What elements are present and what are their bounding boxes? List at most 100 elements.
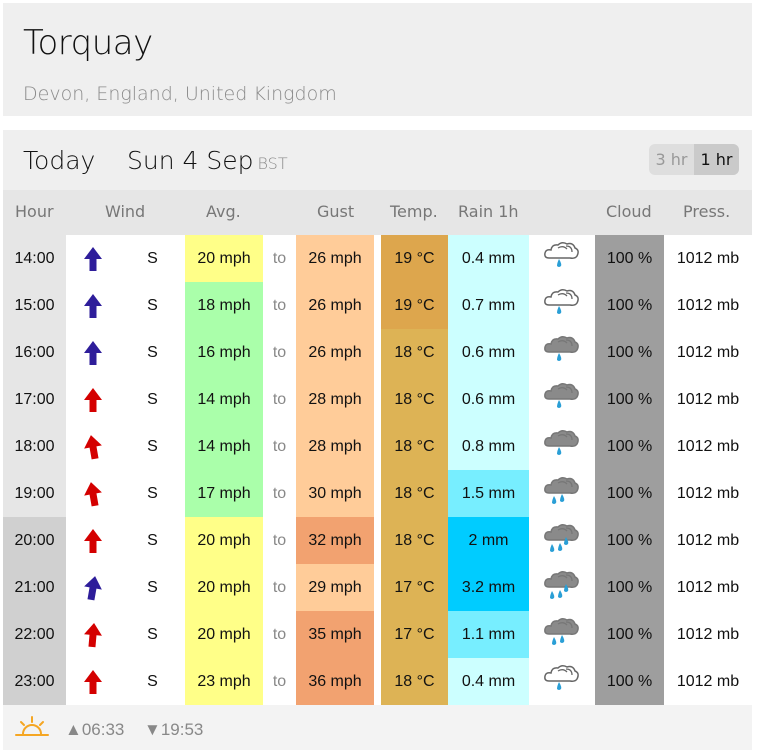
cloud-cover: 100 %	[595, 658, 664, 705]
wind-direction: S	[120, 282, 185, 329]
temperature: 17 °C	[381, 564, 448, 611]
wind-gust: 36 mph	[296, 658, 374, 705]
light-rain-cloud-grey-icon	[529, 423, 595, 470]
wind-gust: 35 mph	[296, 611, 374, 658]
spacer	[374, 235, 381, 282]
temperature: 18 °C	[381, 329, 448, 376]
wind-direction: S	[120, 564, 185, 611]
forecast-date: Sun 4 Sep BST	[127, 146, 288, 175]
date-text: Sun 4 Sep	[127, 146, 254, 175]
to-label: to	[263, 235, 296, 282]
col-rain: Rain 1h	[458, 202, 519, 221]
hour-cell: 17:00	[3, 376, 66, 423]
wind-direction: S	[120, 611, 185, 658]
forecast-table: 14:00 S 20 mph to 26 mph 19 °C 0.4 mm 10…	[3, 235, 752, 705]
wind-avg: 16 mph	[185, 329, 263, 376]
interval-3hr-button[interactable]: 3 hr	[655, 150, 688, 169]
wind-arrow-cell	[66, 564, 120, 611]
wind-direction: S	[120, 658, 185, 705]
sunrise-time: ▲06:33	[65, 720, 125, 739]
col-press: Press.	[683, 202, 731, 221]
wind-arrow-cell	[66, 611, 120, 658]
to-label: to	[263, 423, 296, 470]
cloud-cover: 100 %	[595, 329, 664, 376]
col-cloud: Cloud	[606, 202, 652, 221]
rain-amount: 0.7 mm	[448, 282, 529, 329]
rain-amount: 1.5 mm	[448, 470, 529, 517]
hour-cell: 21:00	[3, 564, 66, 611]
temperature: 18 °C	[381, 423, 448, 470]
to-label: to	[263, 376, 296, 423]
cloud-cover: 100 %	[595, 376, 664, 423]
rain-amount: 0.6 mm	[448, 329, 529, 376]
wind-direction: S	[120, 423, 185, 470]
cloud-cover: 100 %	[595, 423, 664, 470]
location-region: Devon, England, United Kingdom	[23, 83, 337, 105]
wind-avg: 23 mph	[185, 658, 263, 705]
column-headers: Hour Wind Avg. Gust Temp. Rain 1h Cloud …	[3, 190, 752, 235]
heavy-rain-cloud-grey-icon	[529, 564, 595, 611]
temperature: 17 °C	[381, 611, 448, 658]
wind-gust: 28 mph	[296, 423, 374, 470]
wind-direction: S	[120, 376, 185, 423]
interval-toggle[interactable]: 3 hr 1 hr	[649, 144, 739, 175]
wind-gust: 29 mph	[296, 564, 374, 611]
location-title: Torquay	[23, 23, 153, 63]
cloud-cover: 100 %	[595, 470, 664, 517]
wind-arrow-cell	[66, 658, 120, 705]
table-row: 16:00 S 16 mph to 26 mph 18 °C 0.6 mm 10…	[3, 329, 752, 376]
wind-arrow-cell	[66, 235, 120, 282]
table-row: 21:00 S 20 mph to 29 mph 17 °C 3.2 mm 10…	[3, 564, 752, 611]
heavy-rain-cloud-grey-icon	[529, 517, 595, 564]
table-row: 19:00 S 17 mph to 30 mph 18 °C 1.5 mm 10…	[3, 470, 752, 517]
pressure: 1012 mb	[664, 564, 752, 611]
table-row: 14:00 S 20 mph to 26 mph 19 °C 0.4 mm 10…	[3, 235, 752, 282]
to-label: to	[263, 611, 296, 658]
wind-avg: 20 mph	[185, 235, 263, 282]
wind-direction-arrow-icon	[84, 387, 102, 412]
spacer	[374, 564, 381, 611]
wind-avg: 20 mph	[185, 517, 263, 564]
col-hour: Hour	[15, 202, 54, 221]
col-wind: Wind	[105, 202, 146, 221]
pressure: 1012 mb	[664, 517, 752, 564]
sunrise-icon	[15, 716, 49, 736]
rain-amount: 3.2 mm	[448, 564, 529, 611]
forecast-header: Today Sun 4 Sep BST 3 hr 1 hr	[3, 130, 752, 190]
col-avg: Avg.	[206, 202, 241, 221]
hour-cell: 14:00	[3, 235, 66, 282]
wind-direction: S	[120, 517, 185, 564]
wind-arrow-cell	[66, 376, 120, 423]
wind-direction-arrow-icon	[84, 434, 102, 459]
pressure: 1012 mb	[664, 235, 752, 282]
cloud-cover: 100 %	[595, 282, 664, 329]
cloud-cover: 100 %	[595, 235, 664, 282]
light-rain-cloud-outline-icon	[529, 235, 595, 282]
col-temp: Temp.	[390, 202, 438, 221]
wind-arrow-cell	[66, 282, 120, 329]
pressure: 1012 mb	[664, 423, 752, 470]
temperature: 19 °C	[381, 282, 448, 329]
temperature: 18 °C	[381, 517, 448, 564]
cloud-cover: 100 %	[595, 517, 664, 564]
hour-cell: 23:00	[3, 658, 66, 705]
table-row: 23:00 S 23 mph to 36 mph 18 °C 0.4 mm 10…	[3, 658, 752, 705]
temperature: 18 °C	[381, 658, 448, 705]
interval-1hr-button[interactable]: 1 hr	[694, 144, 739, 175]
to-label: to	[263, 564, 296, 611]
light-rain-cloud-outline-icon	[529, 282, 595, 329]
rain-amount: 0.8 mm	[448, 423, 529, 470]
hour-cell: 16:00	[3, 329, 66, 376]
wind-direction-arrow-icon	[84, 575, 102, 600]
wind-direction-arrow-icon	[84, 293, 102, 318]
pressure: 1012 mb	[664, 282, 752, 329]
spacer	[374, 611, 381, 658]
table-row: 20:00 S 20 mph to 32 mph 18 °C 2 mm 100 …	[3, 517, 752, 564]
wind-avg: 20 mph	[185, 564, 263, 611]
spacer	[374, 658, 381, 705]
wind-avg: 14 mph	[185, 376, 263, 423]
col-gust: Gust	[317, 202, 355, 221]
wind-arrow-cell	[66, 329, 120, 376]
rain-amount: 2 mm	[448, 517, 529, 564]
to-label: to	[263, 470, 296, 517]
